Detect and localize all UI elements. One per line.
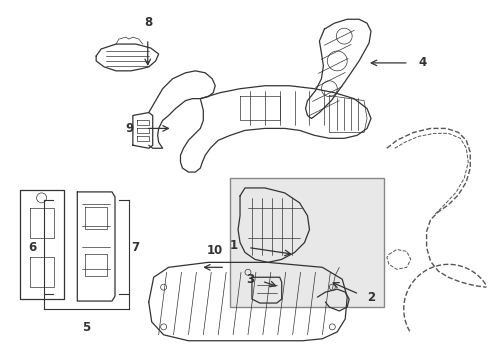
Text: 3: 3 bbox=[245, 273, 253, 286]
Text: 6: 6 bbox=[28, 241, 37, 254]
Text: 10: 10 bbox=[207, 244, 223, 257]
Text: 4: 4 bbox=[418, 57, 426, 69]
Text: 8: 8 bbox=[144, 16, 153, 29]
Text: 9: 9 bbox=[125, 122, 134, 135]
Bar bbox=[230, 178, 383, 307]
Text: 2: 2 bbox=[366, 291, 374, 303]
Text: 7: 7 bbox=[131, 241, 139, 254]
Text: 5: 5 bbox=[82, 321, 90, 334]
Text: 1: 1 bbox=[229, 239, 238, 252]
